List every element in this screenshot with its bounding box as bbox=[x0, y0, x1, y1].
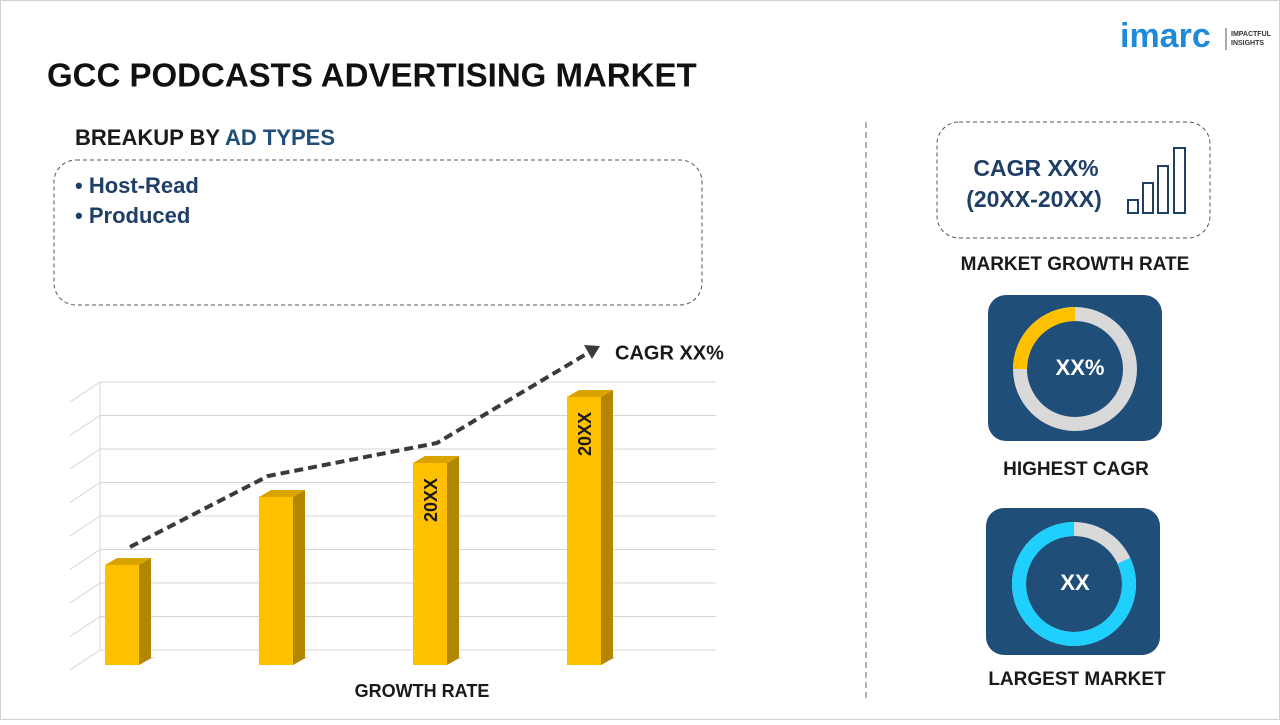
breakup-label-text: BREAKUP BY bbox=[75, 125, 220, 150]
grid-line bbox=[69, 482, 101, 503]
trend-line bbox=[129, 351, 590, 549]
bar-top bbox=[413, 456, 459, 463]
icon-bar bbox=[1173, 147, 1186, 214]
bars bbox=[105, 390, 617, 665]
grid-line bbox=[69, 616, 101, 637]
breakup-label: BREAKUP BY AD TYPES bbox=[75, 125, 335, 150]
bar-top bbox=[105, 558, 151, 565]
breakup-item-text: Produced bbox=[89, 203, 190, 228]
icon-bar bbox=[1127, 199, 1139, 214]
trend-label: CAGR XX% bbox=[615, 342, 724, 364]
logo-name: imarc bbox=[1120, 17, 1211, 55]
bar-top bbox=[567, 390, 613, 397]
breakup-box bbox=[53, 159, 703, 306]
bar-side bbox=[139, 558, 151, 665]
icon-bar bbox=[1142, 182, 1154, 214]
donut-arc bbox=[1012, 522, 1136, 646]
bar-label: 20XX bbox=[421, 478, 441, 522]
grid-line bbox=[69, 649, 101, 671]
bar bbox=[567, 397, 601, 665]
trend-arrowhead bbox=[584, 345, 600, 359]
bar bbox=[413, 463, 447, 665]
grid-line bbox=[69, 381, 101, 403]
grid-line bbox=[69, 549, 101, 570]
bar-side bbox=[447, 456, 459, 665]
growth-value: CAGR XX% bbox=[973, 155, 1098, 181]
bar bbox=[105, 565, 139, 665]
grid-line bbox=[69, 515, 101, 537]
bar-side bbox=[293, 490, 305, 665]
axis-label: GROWTH RATE bbox=[355, 681, 490, 701]
card-label: MARKET GROWTH RATE bbox=[961, 254, 1190, 275]
market-value: XX bbox=[1060, 570, 1090, 595]
breakup-highlight: AD TYPES bbox=[225, 125, 335, 150]
logo-tagline: INSIGHTS bbox=[1231, 40, 1264, 47]
growth-period: (20XX-20XX) bbox=[966, 186, 1102, 212]
chart-grid bbox=[69, 381, 716, 671]
breakup-item-text: Host-Read bbox=[89, 173, 199, 198]
bar bbox=[259, 497, 293, 665]
logo-tagline: IMPACTFUL bbox=[1231, 31, 1272, 38]
bar-label: 20XX bbox=[575, 412, 595, 456]
bar-side bbox=[601, 390, 613, 665]
breakup-item: • Host-Read bbox=[75, 173, 199, 198]
grid-line bbox=[69, 415, 101, 436]
growth-card bbox=[936, 121, 1211, 239]
card-label: LARGEST MARKET bbox=[988, 669, 1166, 690]
breakup-item: • Produced bbox=[75, 203, 190, 228]
title: GCC PODCASTS ADVERTISING MARKET bbox=[47, 57, 697, 94]
donut-arc bbox=[1013, 307, 1137, 431]
cagr-value: XX% bbox=[1056, 355, 1105, 380]
growth-icon bbox=[1127, 147, 1186, 214]
grid-line bbox=[69, 448, 101, 470]
card-label: HIGHEST CAGR bbox=[1003, 459, 1149, 480]
bar-top bbox=[259, 490, 305, 497]
grid-line bbox=[69, 582, 101, 604]
icon-bar bbox=[1157, 165, 1169, 214]
